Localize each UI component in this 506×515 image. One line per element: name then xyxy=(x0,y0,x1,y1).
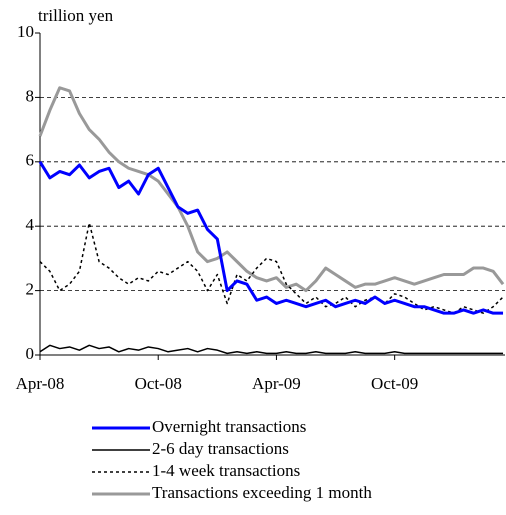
legend-label: 2-6 day transactions xyxy=(152,439,289,458)
x-tick-label: Apr-08 xyxy=(16,374,65,393)
y-tick-label: 10 xyxy=(17,22,34,41)
y-axis-label: trillion yen xyxy=(38,6,114,25)
legend-label: Transactions exceeding 1 month xyxy=(152,483,372,502)
series-line xyxy=(38,161,504,315)
y-tick-label: 6 xyxy=(26,151,35,170)
x-tick-label: Oct-09 xyxy=(371,374,418,393)
x-tick-label: Apr-09 xyxy=(252,374,301,393)
legend-label: 1-4 week transactions xyxy=(152,461,300,480)
x-tick-label: Oct-08 xyxy=(135,374,182,393)
y-tick-label: 4 xyxy=(26,215,35,234)
y-tick-label: 0 xyxy=(26,344,35,363)
series-line xyxy=(39,344,504,355)
series-line xyxy=(38,86,505,293)
legend-label: Overnight transactions xyxy=(152,417,306,436)
y-tick-label: 2 xyxy=(26,280,35,299)
series-line xyxy=(39,222,504,314)
y-tick-label: 8 xyxy=(26,86,35,105)
